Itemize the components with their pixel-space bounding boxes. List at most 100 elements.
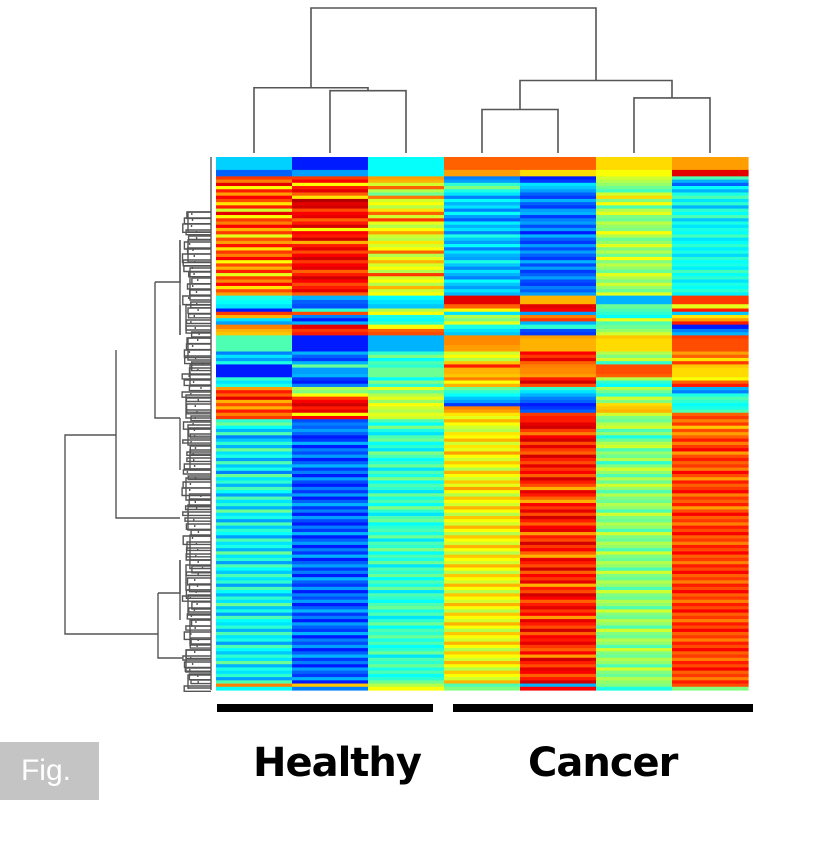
heatmap-cell [520, 253, 597, 258]
heatmap-cell [520, 609, 597, 614]
heatmap-cell [672, 409, 749, 414]
heatmap-cell [444, 304, 521, 310]
heatmap-cell [596, 625, 673, 630]
heatmap-cell [444, 409, 521, 414]
heatmap-cell [216, 580, 293, 585]
heatmap-cell [672, 590, 749, 594]
heatmap-cell [292, 285, 369, 290]
heatmap-cell [368, 625, 445, 630]
heatmap-cell [520, 628, 597, 633]
heatmap-cell [216, 599, 293, 604]
heatmap-cell [444, 324, 521, 330]
heatmap-cell [444, 211, 521, 216]
heatmap-cell [216, 677, 293, 681]
heatmap-cell [520, 441, 597, 446]
row-dendrogram-branch [189, 289, 211, 296]
heatmap-cell [368, 412, 445, 417]
heatmap-cell [596, 493, 673, 498]
heatmap-cell [216, 377, 293, 382]
row-dendrogram-branch [187, 211, 211, 233]
heatmap-cell [596, 338, 673, 346]
heatmap-cell [368, 461, 445, 465]
heatmap-cell [444, 625, 521, 630]
heatmap-cell [444, 412, 521, 417]
row-dendrogram-branch [182, 535, 211, 546]
heatmap-cell [596, 680, 673, 685]
heatmap-cell [368, 328, 445, 333]
heatmap-cell [520, 169, 597, 177]
heatmap-cell [672, 444, 749, 449]
heatmap-cell [596, 374, 673, 378]
heatmap-cell [368, 361, 445, 365]
row-dendrogram-branch [187, 424, 211, 446]
heatmap-cell [368, 541, 445, 546]
row-dendrogram-branch [187, 235, 211, 241]
heatmap-cell [216, 292, 293, 297]
figure-label-text: Fig. 3 [20, 754, 71, 845]
heatmap-cell [292, 351, 369, 356]
heatmap-cell [368, 467, 445, 472]
heatmap-cell [368, 567, 445, 572]
heatmap-cell [216, 525, 293, 530]
heatmap-cell [596, 308, 673, 313]
heatmap-cell [520, 464, 597, 469]
heatmap-cell [596, 599, 673, 604]
heatmap-cell [596, 237, 673, 242]
heatmap-cell [368, 474, 445, 478]
row-dendrogram-branch [191, 601, 211, 610]
heatmap-cell [520, 499, 597, 504]
heatmap-cell [520, 202, 597, 206]
heatmap-cell [368, 631, 445, 636]
heatmap-cell [520, 406, 597, 411]
heatmap-cell [368, 179, 445, 184]
heatmap-cell [444, 477, 521, 482]
heatmap-cell [672, 428, 749, 433]
heatmap-cell [596, 512, 673, 517]
heatmap-cell [292, 244, 369, 248]
heatmap-cell [292, 448, 369, 453]
heatmap-cell [520, 551, 597, 556]
heatmap-cell [520, 256, 597, 261]
row-dendrogram-branch [185, 319, 211, 325]
heatmap-cell [596, 480, 673, 485]
heatmap-cell [368, 195, 445, 200]
heatmap-cell [672, 422, 749, 427]
heatmap-cell [596, 606, 673, 610]
heatmap-cell [596, 357, 673, 362]
heatmap-cell [596, 528, 673, 533]
heatmap-cell [596, 273, 673, 277]
heatmap-cell [520, 195, 597, 200]
heatmap-cell [292, 227, 369, 232]
row-dendrogram-branch [182, 511, 211, 517]
heatmap-cell [596, 432, 673, 436]
heatmap-cell [444, 186, 521, 190]
heatmap-cell [444, 182, 521, 187]
heatmap-cell [216, 367, 293, 375]
row-dendrogram-branch [188, 583, 211, 593]
heatmap-cell [520, 357, 597, 362]
heatmap-cell [596, 667, 673, 672]
heatmap-cell [292, 609, 369, 614]
heatmap-cell [292, 522, 369, 527]
row-dendrogram-branch [186, 613, 211, 620]
heatmap-cell [292, 441, 369, 446]
heatmap-cell [596, 202, 673, 206]
heatmap-cell [520, 615, 597, 620]
heatmap-cell [520, 564, 597, 569]
heatmap-cell [292, 625, 369, 630]
heatmap-cell [216, 244, 293, 248]
heatmap-cell [596, 205, 673, 210]
heatmap-cell [368, 292, 445, 297]
heatmap-cell [520, 361, 597, 365]
heatmap-cell [596, 535, 673, 540]
heatmap-cell [292, 506, 369, 511]
heatmap-cell [216, 299, 293, 305]
heatmap-cell [444, 318, 521, 323]
heatmap-cell [368, 234, 445, 239]
heatmap-cell [368, 169, 445, 177]
heatmap-cell [368, 221, 445, 226]
heatmap-cell [216, 622, 293, 627]
heatmap-cell [672, 609, 749, 614]
heatmap-cell [672, 276, 749, 281]
heatmap-cell [596, 567, 673, 572]
